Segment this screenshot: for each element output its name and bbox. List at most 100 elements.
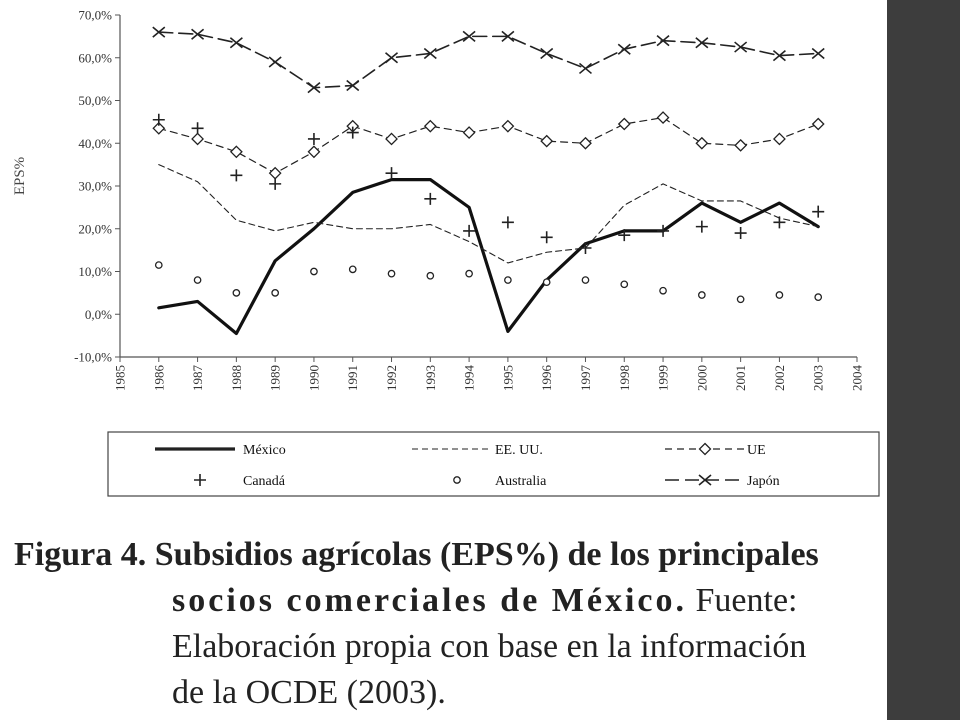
data-point-japon [772,49,786,62]
series-layer [152,26,825,336]
data-point-canada [463,224,476,237]
data-point-japon [385,52,399,64]
legend-label-ee-uu: EE. UU. [495,443,543,458]
y-tick-label: 0,0% [85,307,112,322]
data-point-australia [697,291,706,299]
caption-line-2: socios comerciales de México. Fuente: [14,578,880,624]
y-tick-label: 30,0% [78,179,112,194]
data-point-canada [734,227,747,240]
data-point-japon [423,47,437,60]
data-point-canada [307,132,320,145]
data-point-ue [385,132,398,146]
caption-line-1: Figura 4. Subsidios agrícolas (EPS%) de … [14,536,819,573]
data-point-japon [811,47,825,60]
data-point-canada [152,113,165,126]
series-canada [152,113,825,254]
data-point-japon [229,37,243,49]
legend-label-mexico: México [243,443,286,458]
x-tick-label: 1989 [268,365,283,391]
data-point-australia [775,291,784,299]
y-tick-label: 70,0% [78,8,112,23]
series-ue [152,111,825,180]
x-tick-label: 1986 [151,365,166,392]
data-point-japon [617,43,631,55]
figure-caption: Figura 4. Subsidios agrícolas (EPS%) de … [14,532,880,716]
legend-marker-ue [698,442,712,456]
data-point-canada [424,192,437,205]
legend-marker-australia [453,476,461,484]
data-point-canada [657,224,670,237]
data-point-canada [695,220,708,233]
y-tick-label: -10,0% [74,350,112,365]
data-point-ue [501,119,515,133]
data-point-ue [695,136,709,150]
data-point-japon [501,30,515,42]
data-point-japon [152,26,166,38]
y-tick-label: 40,0% [78,136,112,151]
data-point-australia [348,265,357,274]
data-point-ue [307,145,321,159]
sidebar-panel [887,0,960,720]
data-point-australia [193,276,202,284]
series-line-ue [158,116,819,174]
chart-legend: México EE. UU. UE Canadá Australia Japón [107,431,880,497]
data-point-australia [387,269,396,278]
data-point-ue [579,136,592,150]
x-tick-label: 1995 [500,365,515,391]
caption-line-2-rest: Fuente: [687,582,798,619]
series-japon [152,26,825,94]
data-point-australia [232,289,241,297]
x-tick-label: 1997 [578,365,593,392]
data-point-ue [656,111,670,125]
y-tick-label: 20,0% [78,221,112,236]
y-tick-label: 50,0% [78,93,112,108]
legend-marker-japon [698,474,712,486]
x-tick-label: 1990 [306,365,321,391]
data-point-japon [656,35,670,47]
series-australia [154,261,823,304]
legend-label-australia: Australia [495,474,547,489]
legend-label-japon: Japón [747,474,780,489]
series-mexico [157,177,820,336]
legend-marker-canada [194,474,206,486]
data-point-japon [191,28,205,40]
series-line-ee-uu [158,164,819,264]
data-point-japon [346,79,360,92]
data-point-australia [426,271,435,280]
data-point-ue [811,117,825,131]
y-axis-label: EPS% [12,157,28,195]
legend-item-mexico: México [155,443,286,458]
x-tick-label: 1992 [384,365,399,391]
chart-axes: -10,0% 0,0% 10,0% 20,0% 30,0% 40,0% 50,0% 60,0%… [12,8,865,392]
data-point-ue [540,134,554,148]
x-tick-label: 2003 [811,365,826,391]
caption-line-2-bold: socios comerciales de México. [172,582,688,619]
data-point-ue [229,145,243,159]
data-point-canada [812,205,825,218]
data-point-canada [618,229,631,242]
y-tick-label: 60,0% [78,50,112,65]
data-point-ue [773,132,786,146]
data-point-ue [191,132,204,146]
series-line-mexico [157,177,820,336]
eps-line-chart: -10,0% 0,0% 10,0% 20,0% 30,0% 40,0% 50,0% 60,0%… [12,8,880,497]
legend-label-ue: UE [747,443,766,458]
legend-item-ue: UE [665,442,766,458]
x-tick-label: 1999 [656,365,671,391]
legend-item-japon: Japón [665,474,780,489]
data-point-australia [814,293,823,301]
x-tick-label: 2002 [772,365,787,391]
x-tick-label: 2004 [850,365,865,392]
legend-item-canada: Canadá [194,474,286,489]
data-point-australia [271,289,280,297]
data-point-ue [617,117,631,131]
data-point-canada [385,167,398,180]
x-tick-label: 1985 [113,365,128,391]
data-point-canada [191,122,204,135]
x-tick-label: 1991 [345,365,360,391]
data-point-australia [736,295,745,304]
data-point-ue [152,121,166,135]
data-point-japon [578,62,592,75]
data-point-australia [581,276,590,284]
data-point-canada [579,241,592,254]
